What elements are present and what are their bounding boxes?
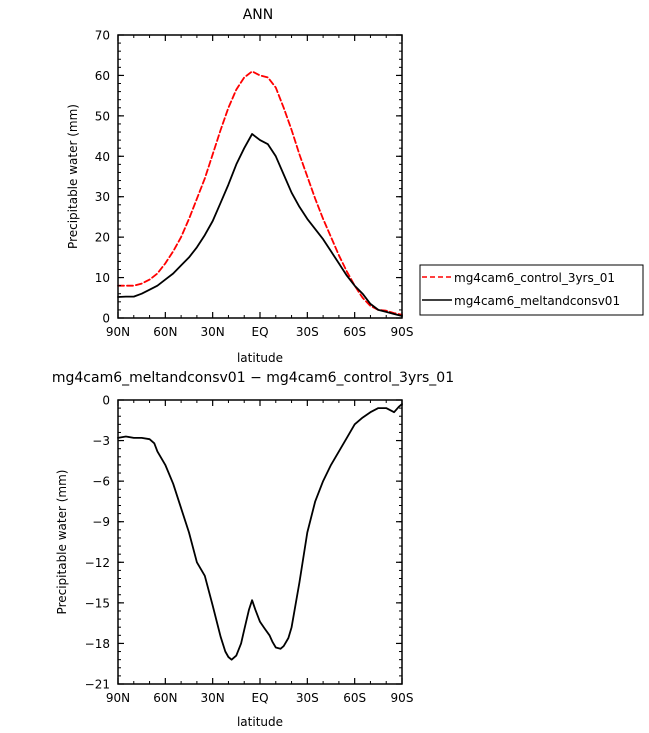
- legend-label-meltandconsv: mg4cam6_meltandconsv01: [454, 294, 620, 308]
- y-tick-label: −18: [85, 637, 110, 651]
- series-line-difference-0: [117, 403, 403, 661]
- x-axis-label: latitude: [237, 351, 283, 365]
- y-tick-label: 0: [102, 312, 110, 326]
- x-tick-label: 30N: [201, 325, 225, 339]
- x-tick-label: 30N: [201, 691, 225, 705]
- series-line-mg4cam6-control-3yrs-01: [117, 70, 403, 316]
- x-tick-label: 60N: [153, 691, 177, 705]
- chart-legend: mg4cam6_control_3yrs_01 mg4cam6_meltandc…: [419, 264, 644, 316]
- x-tick-label: EQ: [251, 325, 268, 339]
- x-tick-label: 30S: [296, 325, 319, 339]
- x-tick-label: 90N: [106, 691, 130, 705]
- plot-frame: [117, 399, 403, 685]
- difference-chart: mg4cam6_meltandconsv01 − mg4cam6_control…: [52, 370, 454, 729]
- chart-title: mg4cam6_meltandconsv01 − mg4cam6_control…: [52, 370, 454, 386]
- y-axis-label: Precipitable water (mm): [66, 104, 80, 249]
- x-tick-label: 90S: [391, 325, 414, 339]
- y-tick-label: −6: [92, 475, 110, 489]
- y-tick-label: 40: [95, 150, 110, 164]
- x-axis-label: latitude: [237, 715, 283, 729]
- legend-box: [419, 264, 644, 316]
- series-line-mg4cam6-meltandconsv01: [117, 133, 403, 317]
- y-tick-label: −3: [92, 434, 110, 448]
- x-tick-label: 60S: [343, 325, 366, 339]
- legend-label-control: mg4cam6_control_3yrs_01: [454, 271, 615, 285]
- plot-frame: [117, 34, 403, 319]
- y-tick-label: −15: [85, 596, 110, 610]
- y-tick-label: 20: [95, 231, 110, 245]
- x-tick-label: 60N: [153, 325, 177, 339]
- y-tick-label: 70: [95, 29, 110, 43]
- y-tick-label: −12: [85, 556, 110, 570]
- y-axis-label: Precipitable water (mm): [55, 470, 69, 615]
- x-tick-label: 30S: [296, 691, 319, 705]
- y-tick-label: 10: [95, 271, 110, 285]
- chart-title: ANN: [243, 7, 274, 23]
- y-tick-label: 30: [95, 190, 110, 204]
- annual-precipitable-water-chart: ANN 90N 60N 30N EQ 30S 60S 90S010203040506070 …: [66, 7, 413, 365]
- y-tick-label: 0: [102, 394, 110, 408]
- y-tick-label: −9: [92, 515, 110, 529]
- y-tick-label: 50: [95, 109, 110, 123]
- x-tick-label: 90S: [391, 691, 414, 705]
- y-tick-label: −21: [85, 678, 110, 692]
- y-tick-label: 60: [95, 69, 110, 83]
- x-tick-label: 90N: [106, 325, 130, 339]
- x-tick-label: 60S: [343, 691, 366, 705]
- x-tick-label: EQ: [251, 691, 268, 705]
